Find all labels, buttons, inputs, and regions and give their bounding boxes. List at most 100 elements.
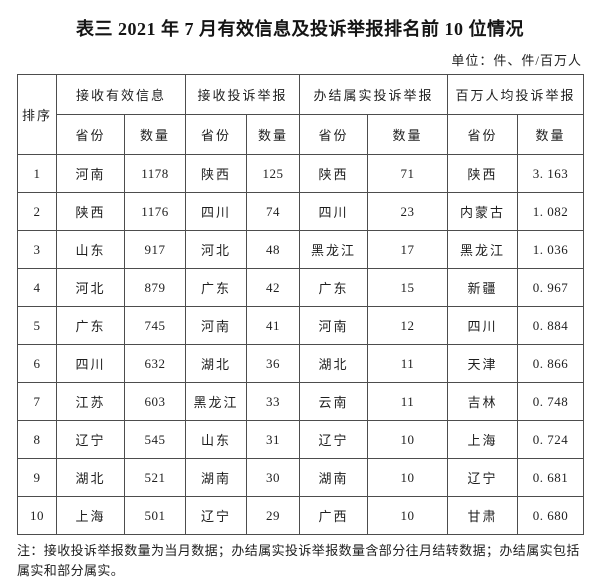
- province-cell: 四川: [447, 306, 519, 345]
- table-row: 5 广东 745 河南 41 河南 12 四川 0. 884: [17, 306, 585, 345]
- footnote-line-2: 属实和部分属实。: [17, 563, 125, 578]
- table-row: 1 河南 1178 陕西 125 陕西 71 陕西 3. 163: [17, 154, 585, 193]
- count-cell: 10: [367, 458, 449, 497]
- count-cell: 3. 163: [517, 154, 585, 193]
- province-cell: 山东: [56, 230, 125, 269]
- province-cell: 陕西: [299, 154, 369, 193]
- province-cell: 辽宁: [185, 496, 248, 535]
- province-cell: 湖北: [56, 458, 125, 497]
- rank-cell: 5: [17, 306, 57, 345]
- province-cell: 辽宁: [447, 458, 519, 497]
- rank-cell: 8: [17, 420, 57, 459]
- province-cell: 内蒙古: [447, 192, 519, 231]
- province-cell: 上海: [447, 420, 519, 459]
- table-row: 9 湖北 521 湖南 30 湖南 10 辽宁 0. 681: [17, 458, 585, 497]
- province-cell: 天津: [447, 344, 519, 383]
- count-cell: 0. 681: [517, 458, 585, 497]
- count-cell: 632: [123, 344, 187, 383]
- province-cell: 湖北: [299, 344, 369, 383]
- province-cell: 陕西: [447, 154, 519, 193]
- province-cell: 新疆: [447, 268, 519, 307]
- province-cell: 四川: [56, 344, 125, 383]
- table-row: 8 辽宁 545 山东 31 辽宁 10 上海 0. 724: [17, 420, 585, 459]
- count-cell: 0. 724: [517, 420, 585, 459]
- count-cell: 521: [123, 458, 187, 497]
- count-cell: 74: [246, 192, 301, 231]
- page-title: 表三 2021 年 7 月有效信息及投诉举报排名前 10 位情况: [76, 19, 524, 39]
- table-row: 3 山东 917 河北 48 黑龙江 17 黑龙江 1. 036: [17, 230, 585, 269]
- rank-cell: 9: [17, 458, 57, 497]
- province-cell: 河北: [185, 230, 248, 269]
- province-cell: 湖南: [299, 458, 369, 497]
- count-cell: 879: [123, 268, 187, 307]
- province-cell: 云南: [299, 382, 369, 421]
- count-cell: 0. 884: [517, 306, 585, 345]
- header-group-row: 排序 接收有效信息 接收投诉举报 办结属实投诉举报 百万人均投诉举报: [17, 74, 585, 155]
- province-cell: 陕西: [185, 154, 248, 193]
- province-cell: 湖北: [185, 344, 248, 383]
- count-cell: 48: [246, 230, 301, 269]
- province-cell: 黑龙江: [447, 230, 519, 269]
- table-header: 排序 接收有效信息 接收投诉举报 办结属实投诉举报 百万人均投诉举报 省份 数量…: [17, 74, 585, 155]
- count-cell: 125: [246, 154, 301, 193]
- rank-cell: 4: [17, 268, 57, 307]
- count-cell: 501: [123, 496, 187, 535]
- province-cell: 山东: [185, 420, 248, 459]
- province-cell: 吉林: [447, 382, 519, 421]
- count-cell: 17: [367, 230, 449, 269]
- province-cell: 陕西: [56, 192, 125, 231]
- count-cell: 1. 036: [517, 230, 585, 269]
- count-cell: 0. 748: [517, 382, 585, 421]
- header-group-per-million: 百万人均投诉举报: [447, 74, 585, 115]
- rank-cell: 1: [17, 154, 57, 193]
- province-cell: 甘肃: [447, 496, 519, 535]
- rank-cell: 6: [17, 344, 57, 383]
- count-cell: 545: [123, 420, 187, 459]
- count-cell: 745: [123, 306, 187, 345]
- province-cell: 辽宁: [56, 420, 125, 459]
- province-cell: 江苏: [56, 382, 125, 421]
- rank-cell: 3: [17, 230, 57, 269]
- rank-cell: 7: [17, 382, 57, 421]
- subheader-province: 省份: [447, 114, 519, 155]
- subheader-province: 省份: [185, 114, 248, 155]
- count-cell: 0. 680: [517, 496, 585, 535]
- province-cell: 四川: [185, 192, 248, 231]
- count-cell: 603: [123, 382, 187, 421]
- document-page: 表三 2021 年 7 月有效信息及投诉举报排名前 10 位情况 单位：件、件/…: [17, 15, 585, 581]
- count-cell: 0. 866: [517, 344, 585, 383]
- province-cell: 湖南: [185, 458, 248, 497]
- count-cell: 12: [367, 306, 449, 345]
- rank-cell: 2: [17, 192, 57, 231]
- count-cell: 11: [367, 382, 449, 421]
- count-cell: 15: [367, 268, 449, 307]
- count-cell: 11: [367, 344, 449, 383]
- count-cell: 10: [367, 420, 449, 459]
- count-cell: 1176: [123, 192, 187, 231]
- table-row: 6 四川 632 湖北 36 湖北 11 天津 0. 866: [17, 344, 585, 383]
- province-cell: 上海: [56, 496, 125, 535]
- table-row: 10 上海 501 辽宁 29 广西 10 甘肃 0. 680: [17, 496, 585, 535]
- count-cell: 41: [246, 306, 301, 345]
- subheader-count: 数量: [517, 114, 585, 155]
- subheader-province: 省份: [299, 114, 369, 155]
- footnote: 注：接收投诉举报数量为当月数据；办结属实投诉举报数量含部分往月结转数据；办结属实…: [17, 541, 583, 581]
- province-cell: 广东: [299, 268, 369, 307]
- count-cell: 10: [367, 496, 449, 535]
- count-cell: 71: [367, 154, 449, 193]
- province-cell: 河南: [56, 154, 125, 193]
- province-cell: 辽宁: [299, 420, 369, 459]
- count-cell: 42: [246, 268, 301, 307]
- count-cell: 29: [246, 496, 301, 535]
- count-cell: 917: [123, 230, 187, 269]
- header-group-valid-info: 接收有效信息: [55, 74, 187, 115]
- count-cell: 36: [246, 344, 301, 383]
- count-cell: 0. 967: [517, 268, 585, 307]
- rank-cell: 10: [17, 496, 57, 535]
- header-group-received-complaints: 接收投诉举报: [185, 74, 301, 115]
- subheader-count: 数量: [246, 114, 301, 155]
- province-cell: 广东: [185, 268, 248, 307]
- subheader-count: 数量: [367, 114, 449, 155]
- header-rank: 排序: [17, 74, 57, 155]
- table-row: 4 河北 879 广东 42 广东 15 新疆 0. 967: [17, 268, 585, 307]
